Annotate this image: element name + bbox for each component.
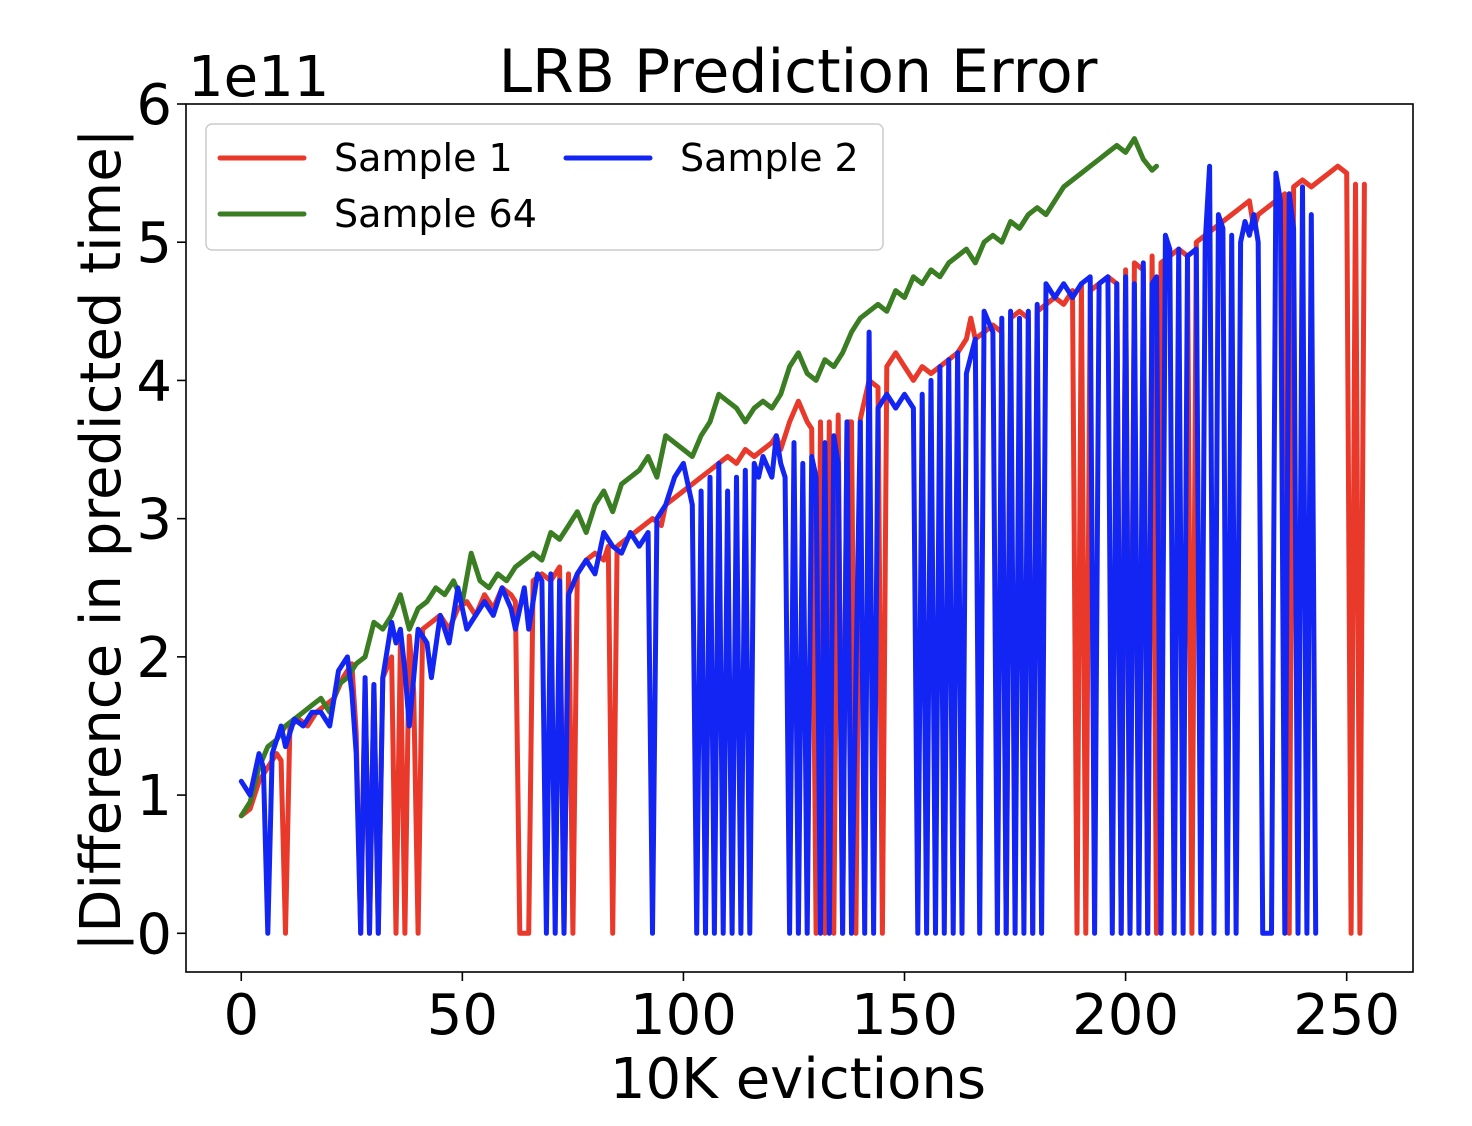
legend-box <box>205 123 884 251</box>
x-axis-ticks: 0 50 100 150 200 250 <box>223 972 1400 1048</box>
y-axis-label: |Difference in predicted time| <box>69 128 134 951</box>
y-tick-label: 4 <box>136 349 172 414</box>
series-lines <box>238 136 1367 936</box>
plot-area: 0 50 100 150 200 250 0 1 2 3 4 5 6 <box>136 73 1414 1048</box>
y-tick-label: 2 <box>136 626 172 691</box>
x-tick-label: 250 <box>1293 983 1400 1048</box>
y-tick-label: 5 <box>136 211 172 276</box>
x-tick-label: 0 <box>223 983 259 1048</box>
legend-label-sample-1: Sample 1 <box>334 136 513 180</box>
x-tick-label: 50 <box>427 983 498 1048</box>
y-tick-label: 1 <box>136 764 172 829</box>
x-tick-label: 150 <box>851 983 958 1048</box>
legend-label-sample-64: Sample 64 <box>334 192 537 236</box>
series-line-sample-2 <box>238 163 1319 936</box>
chart-title: LRB Prediction Error <box>499 37 1098 107</box>
y-axis-multiplier: 1e11 <box>188 45 329 110</box>
y-axis-ticks: 0 1 2 3 4 5 6 <box>136 73 186 967</box>
plot-frame <box>185 103 1414 973</box>
x-axis-label: 10K evictions <box>610 1047 986 1112</box>
y-tick-label: 3 <box>136 488 172 553</box>
y-tick-label: 6 <box>136 73 172 138</box>
series-line-sample-64 <box>238 136 1159 819</box>
x-tick-label: 100 <box>630 983 737 1048</box>
legend: Sample 1 Sample 2 Sample 64 <box>205 123 884 251</box>
legend-label-sample-2: Sample 2 <box>680 136 859 180</box>
x-tick-label: 200 <box>1072 983 1179 1048</box>
y-tick-label: 0 <box>136 902 172 967</box>
